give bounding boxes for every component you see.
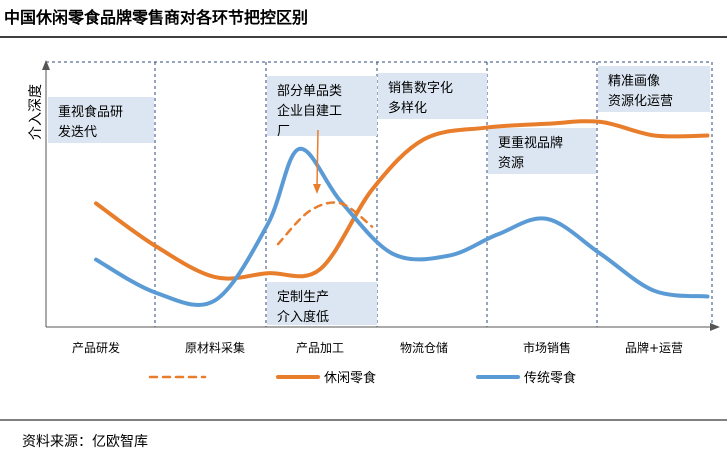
annotation-arrow-head-icon (313, 184, 321, 194)
annotation-text: 厂 (277, 124, 290, 139)
annotation-text: 部分单品类 (277, 84, 342, 99)
y-axis-arrow-icon (42, 60, 50, 70)
annotation-text: 更重视品牌 (498, 135, 563, 151)
legend: 休闲零食 传统零食 (148, 370, 576, 386)
legend-label: 休闲零食 (324, 370, 376, 386)
annotation-text: 定制生产 (277, 290, 329, 305)
annotation-text: 重视食品研 (58, 104, 123, 120)
annotation-text: 精准画像 (608, 74, 660, 89)
x-tick-label: 产品研发 (72, 340, 120, 355)
x-tick-labels: 产品研发 原材料采集 产品加工 物流仓储 市场销售 品牌+运营 (72, 340, 683, 355)
x-tick-label: 市场销售 (523, 340, 571, 355)
annotation-text: 销售数字化 (388, 80, 453, 96)
annotation-text: 发迭代 (58, 124, 97, 140)
x-tick-label: 物流仓储 (400, 340, 448, 355)
annotation-box-0 (48, 97, 154, 143)
series-line-1 (94, 146, 710, 307)
x-axis-arrow-icon (710, 323, 720, 331)
annotation-box-4 (488, 128, 596, 174)
legend-label: 传统零食 (524, 370, 576, 386)
annotation-text: 介入度低 (277, 309, 329, 325)
annotation-arrow (316, 129, 319, 187)
annotation-box-1 (267, 76, 377, 136)
annotation-text: 资源 (498, 156, 524, 171)
annotation-text: 企业自建工 (277, 103, 342, 119)
annotation-box-3 (378, 73, 487, 119)
source-note: 资料来源：亿欧智库 (22, 434, 148, 450)
series-line-2 (276, 201, 374, 246)
x-tick-label: 产品加工 (296, 341, 344, 355)
annotation-box-5 (598, 66, 710, 112)
x-tick-label: 原材料采集 (185, 340, 245, 355)
y-axis-label: 介入深度 (28, 84, 44, 140)
annotation-text: 资源化运营 (608, 94, 673, 109)
series-line-0 (94, 119, 710, 281)
annotation-box-2 (267, 282, 377, 325)
chart-title: 中国休闲零食品牌零售商对各环节把控区别 (4, 8, 308, 27)
series-lines (94, 119, 710, 307)
annotation-text: 多样化 (388, 100, 427, 116)
x-tick-label: 品牌+运营 (625, 341, 683, 355)
